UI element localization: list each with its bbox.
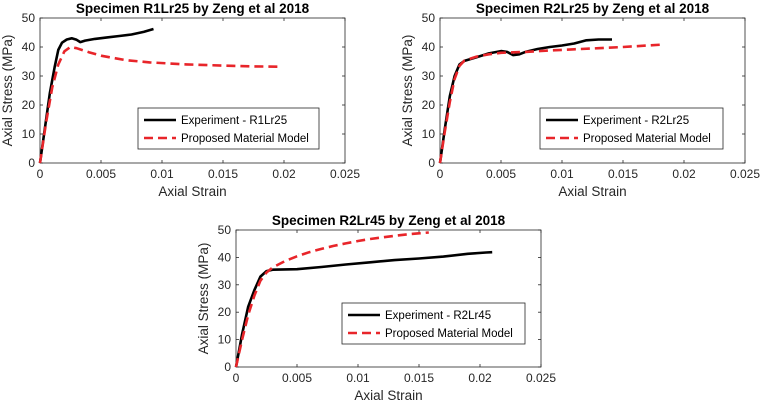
x-tick-label: 0 (437, 167, 444, 181)
x-tick-label: 0.015 (404, 371, 434, 385)
legend-label-experiment: Experiment - R2Lr25 (583, 115, 689, 127)
x-axis-label: Axial Strain (158, 184, 226, 199)
series-line-model (234, 231, 429, 368)
y-axis-label: Axial Stress (MPa) (400, 35, 415, 147)
chart-title: Specimen R1Lr25 by Zeng et al 2018 (76, 1, 310, 16)
legend-box (539, 107, 724, 150)
x-tick-label: 0 (37, 167, 44, 181)
legend-label-experiment: Experiment - R1Lr25 (181, 115, 287, 127)
x-tick-label: 0.005 (282, 371, 312, 385)
chart-title: Specimen R2Lr45 by Zeng et al 2018 (272, 213, 506, 228)
y-tick-label: 10 (218, 333, 232, 347)
x-axis-label: Axial Strain (558, 184, 626, 199)
y-axis-label: Axial Stress (MPa) (196, 243, 211, 355)
chart-3: 0 0.005 0.01 0.015 0.02 0.025 0 10 20 30 40 50 Speci… (196, 213, 556, 403)
chart-title: Specimen R2Lr25 by Zeng et al 2018 (476, 1, 710, 16)
legend: Experiment - R2Lr25 Proposed Material Mod… (539, 107, 724, 150)
x-tick-label: 0.025 (526, 371, 556, 385)
y-tick-label: 10 (422, 127, 436, 141)
y-tick-label: 30 (22, 69, 36, 83)
y-tick-label: 20 (218, 305, 232, 319)
x-tick-label: 0.02 (272, 167, 296, 181)
y-tick-label: 0 (428, 156, 435, 170)
y-tick-label: 10 (22, 127, 36, 141)
x-tick-label: 0.025 (730, 167, 760, 181)
plot-area (235, 229, 542, 368)
y-tick-label: 20 (22, 98, 36, 112)
legend-box (137, 107, 320, 150)
y-tick-label: 40 (22, 40, 36, 54)
y-tick-label: 40 (422, 40, 436, 54)
series-line-experiment (38, 27, 154, 164)
legend: Experiment - R2Lr45 Proposed Material Mod… (341, 302, 526, 345)
y-tick-label: 30 (422, 69, 436, 83)
legend-label-model: Proposed Material Model (385, 328, 513, 340)
y-tick-label: 40 (218, 250, 232, 264)
y-tick-label: 0 (224, 360, 231, 374)
x-tick-label: 0.025 (330, 167, 360, 181)
y-tick-label: 0 (28, 156, 35, 170)
y-tick-label: 30 (218, 278, 232, 292)
legend: Experiment - R1Lr25 Proposed Material Mod… (137, 107, 320, 150)
x-axis-label: Axial Strain (354, 388, 422, 403)
series-line-model (438, 43, 661, 164)
legend-label-model: Proposed Material Model (181, 133, 309, 145)
y-axis-label: Axial Stress (MPa) (0, 35, 15, 147)
x-tick-label: 0.015 (608, 167, 638, 181)
y-tick-label: 50 (218, 223, 232, 237)
x-tick-label: 0.01 (550, 167, 574, 181)
x-tick-label: 0.02 (468, 371, 492, 385)
chart-1: 0 0.005 0.01 0.015 0.02 0.025 0 10 20 30 40 50 Speci… (0, 1, 360, 199)
y-tick-label: 50 (22, 11, 36, 25)
x-tick-label: 0.015 (208, 167, 238, 181)
x-tick-label: 0 (233, 371, 240, 385)
legend-label-model: Proposed Material Model (583, 133, 711, 145)
series-line-model (38, 45, 281, 164)
y-tick-label: 50 (422, 11, 436, 25)
chart-2: 0 0.005 0.01 0.015 0.02 0.025 0 10 20 30 40 50 Speci… (400, 1, 760, 199)
legend-box (341, 302, 526, 345)
x-tick-label: 0.005 (486, 167, 516, 181)
legend-label-experiment: Experiment - R2Lr45 (385, 310, 491, 322)
x-tick-label: 0.02 (672, 167, 696, 181)
x-tick-label: 0.01 (346, 371, 370, 385)
y-tick-label: 20 (422, 98, 436, 112)
x-tick-label: 0.005 (86, 167, 116, 181)
x-tick-label: 0.01 (150, 167, 174, 181)
series-line-experiment (234, 250, 493, 368)
